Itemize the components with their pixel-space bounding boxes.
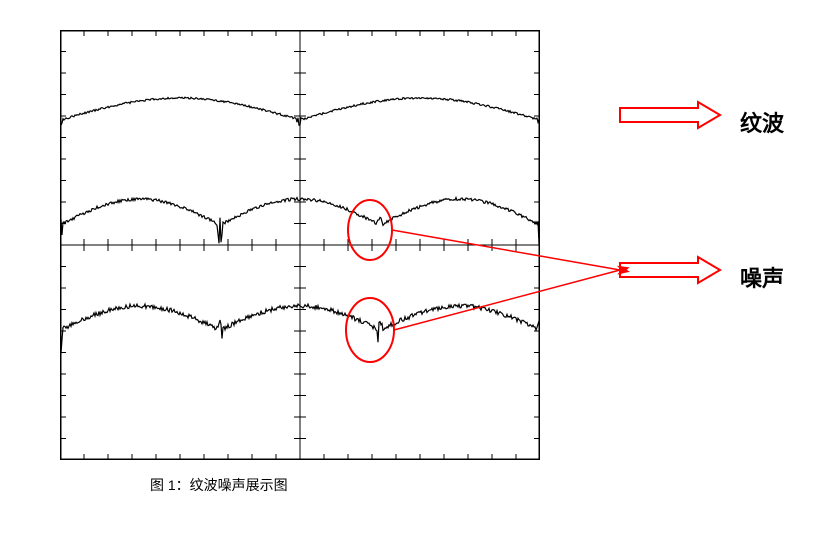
figure-caption: 图 1：纹波噪声展示图 [150, 475, 288, 495]
annotation-overlay [20, 20, 818, 524]
ripple-label: 纹波 [740, 106, 784, 138]
noise-label: 噪声 [740, 261, 784, 293]
figure-container: 图 1：纹波噪声展示图 纹波 噪声 [20, 20, 818, 524]
